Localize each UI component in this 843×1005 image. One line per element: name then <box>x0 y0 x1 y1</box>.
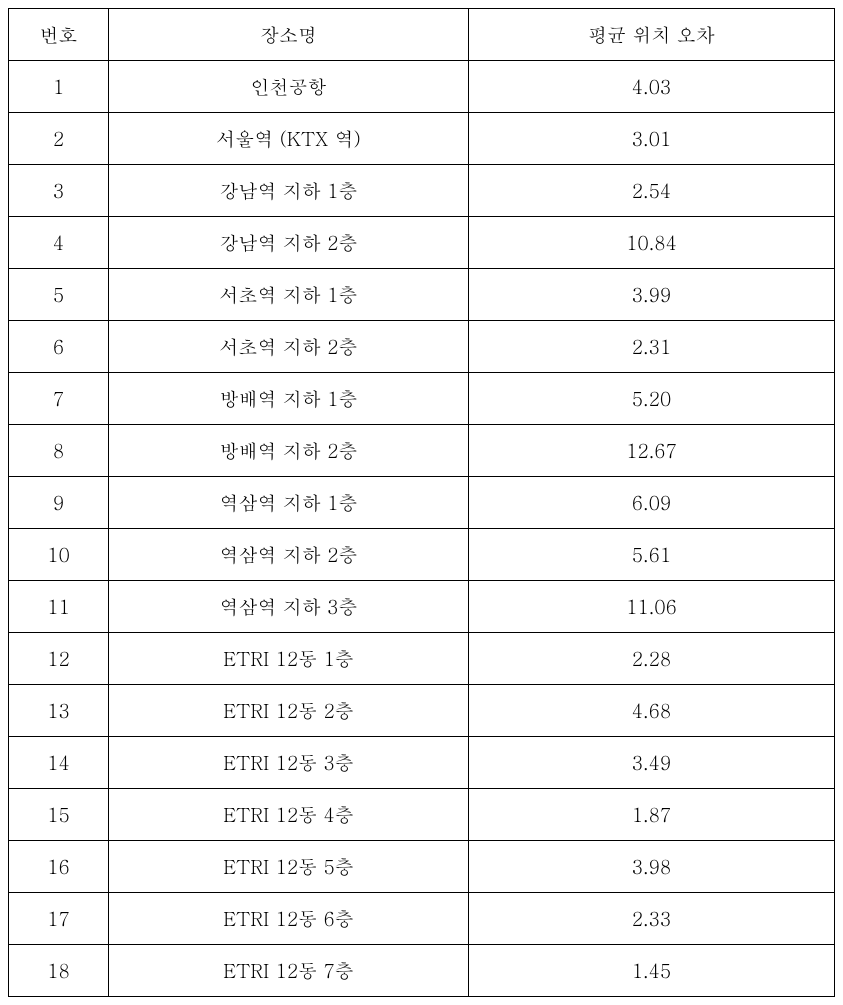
cell-place: ETRI 12동 1층 <box>109 633 469 685</box>
cell-error: 5.61 <box>469 529 835 581</box>
cell-place: 역삼역 지하 2층 <box>109 529 469 581</box>
cell-place: 서울역 (KTX 역) <box>109 113 469 165</box>
table-row: 5서초역 지하 1층3.99 <box>9 269 835 321</box>
cell-error: 6.09 <box>469 477 835 529</box>
cell-error: 4.68 <box>469 685 835 737</box>
table-row: 2서울역 (KTX 역)3.01 <box>9 113 835 165</box>
header-num: 번호 <box>9 9 109 61</box>
table-row: 8방배역 지하 2층12.67 <box>9 425 835 477</box>
cell-error: 2.28 <box>469 633 835 685</box>
cell-num: 8 <box>9 425 109 477</box>
table-row: 10역삼역 지하 2층5.61 <box>9 529 835 581</box>
table-row: 11역삼역 지하 3층11.06 <box>9 581 835 633</box>
table-row: 15ETRI 12동 4층1.87 <box>9 789 835 841</box>
cell-error: 1.87 <box>469 789 835 841</box>
cell-place: 서초역 지하 2층 <box>109 321 469 373</box>
cell-error: 10.84 <box>469 217 835 269</box>
cell-error: 12.67 <box>469 425 835 477</box>
cell-error: 3.01 <box>469 113 835 165</box>
cell-place: 역삼역 지하 3층 <box>109 581 469 633</box>
cell-place: ETRI 12동 4층 <box>109 789 469 841</box>
cell-place: 방배역 지하 2층 <box>109 425 469 477</box>
cell-place: 인천공항 <box>109 61 469 113</box>
cell-num: 18 <box>9 945 109 997</box>
cell-num: 12 <box>9 633 109 685</box>
cell-error: 2.54 <box>469 165 835 217</box>
cell-num: 16 <box>9 841 109 893</box>
cell-place: 강남역 지하 2층 <box>109 217 469 269</box>
cell-num: 11 <box>9 581 109 633</box>
cell-error: 2.31 <box>469 321 835 373</box>
cell-num: 15 <box>9 789 109 841</box>
cell-error: 11.06 <box>469 581 835 633</box>
cell-place: 서초역 지하 1층 <box>109 269 469 321</box>
cell-place: ETRI 12동 7층 <box>109 945 469 997</box>
table-body: 1인천공항4.032서울역 (KTX 역)3.013강남역 지하 1층2.544… <box>9 61 835 997</box>
header-place: 장소명 <box>109 9 469 61</box>
cell-place: ETRI 12동 2층 <box>109 685 469 737</box>
table-row: 4강남역 지하 2층10.84 <box>9 217 835 269</box>
cell-num: 3 <box>9 165 109 217</box>
cell-num: 2 <box>9 113 109 165</box>
cell-error: 4.03 <box>469 61 835 113</box>
table-row: 12ETRI 12동 1층2.28 <box>9 633 835 685</box>
cell-num: 4 <box>9 217 109 269</box>
table-row: 9역삼역 지하 1층6.09 <box>9 477 835 529</box>
cell-num: 10 <box>9 529 109 581</box>
cell-place: ETRI 12동 6층 <box>109 893 469 945</box>
cell-num: 9 <box>9 477 109 529</box>
cell-error: 2.33 <box>469 893 835 945</box>
cell-error: 5.20 <box>469 373 835 425</box>
cell-num: 17 <box>9 893 109 945</box>
table-row: 17ETRI 12동 6층2.33 <box>9 893 835 945</box>
cell-num: 6 <box>9 321 109 373</box>
cell-error: 1.45 <box>469 945 835 997</box>
cell-place: 강남역 지하 1층 <box>109 165 469 217</box>
cell-place: 방배역 지하 1층 <box>109 373 469 425</box>
cell-num: 13 <box>9 685 109 737</box>
cell-num: 7 <box>9 373 109 425</box>
table-row: 6서초역 지하 2층2.31 <box>9 321 835 373</box>
cell-num: 1 <box>9 61 109 113</box>
cell-error: 3.49 <box>469 737 835 789</box>
position-error-table: 번호 장소명 평균 위치 오차 1인천공항4.032서울역 (KTX 역)3.0… <box>8 8 835 997</box>
table-row: 14ETRI 12동 3층3.49 <box>9 737 835 789</box>
table-row: 18ETRI 12동 7층1.45 <box>9 945 835 997</box>
table-row: 1인천공항4.03 <box>9 61 835 113</box>
cell-num: 14 <box>9 737 109 789</box>
table-row: 7방배역 지하 1층5.20 <box>9 373 835 425</box>
table-header-row: 번호 장소명 평균 위치 오차 <box>9 9 835 61</box>
cell-place: ETRI 12동 3층 <box>109 737 469 789</box>
table-row: 16ETRI 12동 5층3.98 <box>9 841 835 893</box>
cell-place: ETRI 12동 5층 <box>109 841 469 893</box>
cell-error: 3.98 <box>469 841 835 893</box>
cell-num: 5 <box>9 269 109 321</box>
table-row: 3강남역 지하 1층2.54 <box>9 165 835 217</box>
cell-place: 역삼역 지하 1층 <box>109 477 469 529</box>
cell-error: 3.99 <box>469 269 835 321</box>
header-error: 평균 위치 오차 <box>469 9 835 61</box>
table-row: 13ETRI 12동 2층4.68 <box>9 685 835 737</box>
